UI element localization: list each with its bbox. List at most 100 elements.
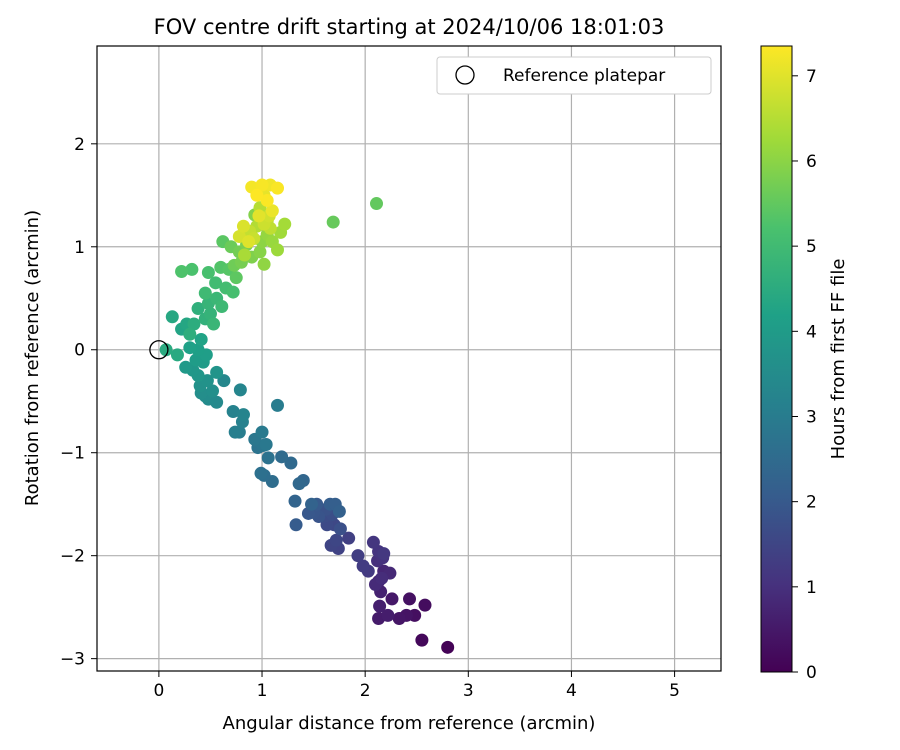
data-point — [179, 360, 193, 374]
data-point — [292, 477, 306, 491]
data-point — [366, 535, 380, 549]
x-tick-label: 3 — [463, 681, 474, 701]
colorbar-tick-label: 6 — [806, 152, 817, 172]
data-point — [305, 497, 319, 511]
data-point — [260, 193, 274, 207]
data-point — [392, 611, 406, 625]
data-point — [252, 209, 266, 223]
data-point — [189, 353, 203, 367]
data-point — [201, 266, 215, 280]
data-point — [194, 332, 208, 346]
data-point — [265, 204, 279, 218]
data-point — [187, 317, 201, 331]
scatter-points — [159, 178, 455, 654]
data-point — [210, 365, 224, 379]
data-point — [403, 592, 417, 606]
data-point — [332, 504, 346, 518]
data-point — [183, 327, 197, 341]
data-point — [206, 384, 220, 398]
data-point — [275, 450, 289, 464]
colorbar-tick-label: 3 — [806, 407, 817, 427]
colorbar-tick-label: 4 — [806, 322, 817, 342]
data-point — [233, 383, 247, 397]
data-point — [170, 348, 184, 362]
data-point — [270, 181, 284, 195]
axis-ticks: 0 1 2 3 4 5 −3 −2 −1 0 1 2 — [60, 135, 680, 701]
data-point — [381, 608, 395, 622]
data-point — [242, 235, 256, 249]
legend-box — [436, 56, 712, 95]
data-point — [370, 197, 384, 211]
data-point — [215, 300, 229, 314]
data-point — [377, 547, 391, 561]
data-point — [159, 343, 173, 357]
data-point — [356, 559, 370, 573]
data-point — [261, 451, 275, 465]
x-tick-label: 4 — [566, 681, 577, 701]
colorbar-tick-label: 2 — [806, 493, 817, 513]
reference-point — [149, 340, 169, 360]
data-point — [185, 262, 199, 276]
data-point — [351, 549, 365, 563]
data-point — [259, 437, 273, 451]
data-point — [237, 248, 251, 262]
data-point — [253, 245, 267, 259]
legend-entry: Reference platepar — [503, 66, 665, 86]
data-point — [385, 592, 399, 606]
y-tick-label: −1 — [60, 444, 85, 464]
x-tick-label: 5 — [669, 681, 680, 701]
data-point — [209, 276, 223, 290]
data-point — [418, 598, 432, 612]
x-axis-label: Angular distance from reference (arcmin) — [223, 713, 596, 734]
y-tick-label: −2 — [60, 547, 85, 567]
chart-title: FOV centre drift starting at 2024/10/06 … — [154, 15, 665, 39]
colorbar-gradient — [760, 45, 793, 673]
colorbar-tick-label: 0 — [806, 663, 817, 683]
data-point — [255, 425, 269, 439]
data-point — [250, 188, 264, 202]
data-point — [270, 243, 284, 257]
data-point — [198, 286, 212, 300]
y-tick-label: 2 — [74, 135, 85, 155]
data-point — [236, 408, 250, 422]
x-tick-label: 2 — [360, 681, 371, 701]
data-point — [175, 264, 189, 278]
x-tick-label: 0 — [153, 681, 164, 701]
data-point — [326, 215, 340, 229]
plot-frame — [96, 45, 722, 672]
data-point — [255, 178, 269, 192]
x-tick-label: 1 — [257, 681, 268, 701]
grid — [97, 46, 721, 671]
data-point — [183, 341, 197, 355]
y-tick-label: −3 — [60, 650, 85, 670]
data-point — [375, 571, 389, 585]
data-point — [191, 302, 205, 316]
data-point — [226, 405, 240, 419]
data-point — [288, 494, 302, 508]
reference-marker — [149, 340, 169, 360]
y-tick-label: 1 — [74, 238, 85, 258]
data-point — [257, 257, 271, 271]
data-point — [329, 533, 343, 547]
data-point — [229, 271, 243, 285]
data-point — [342, 531, 356, 545]
y-tick-label: 0 — [74, 341, 85, 361]
data-point — [236, 219, 250, 233]
data-point — [333, 522, 347, 536]
data-point — [203, 307, 217, 321]
data-point — [278, 217, 292, 231]
legend: Reference platepar — [436, 56, 712, 95]
colorbar-ticks: 0 1 2 3 4 5 6 7 — [792, 67, 817, 683]
data-point — [373, 599, 387, 613]
data-point — [270, 398, 284, 412]
y-axis-label: Rotation from reference (arcmin) — [22, 210, 43, 506]
colorbar: 0 1 2 3 4 5 6 7 Hours from first FF file — [760, 45, 849, 683]
data-point — [415, 633, 429, 647]
data-point — [228, 425, 242, 439]
colorbar-tick-label: 5 — [806, 237, 817, 257]
data-point — [254, 466, 268, 480]
data-point — [207, 317, 221, 331]
colorbar-label: Hours from first FF file — [828, 259, 849, 460]
data-point — [441, 640, 455, 654]
